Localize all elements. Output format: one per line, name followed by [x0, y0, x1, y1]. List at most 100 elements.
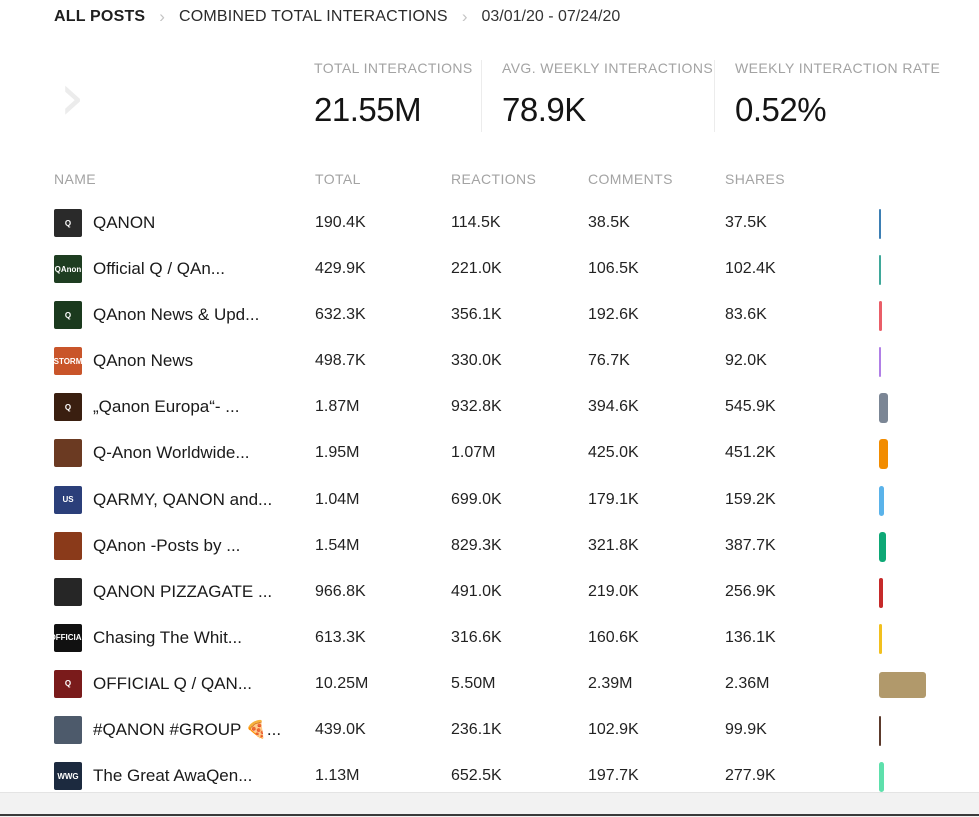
- page-name-link[interactable]: QAnon News: [93, 351, 194, 371]
- page-name-link[interactable]: QAnon News & Upd...: [93, 305, 260, 325]
- interaction-bar: [879, 255, 881, 286]
- column-header-shares[interactable]: SHARES: [725, 171, 785, 187]
- cell-total: 429.9K: [315, 260, 366, 278]
- cell-total: 1.54M: [315, 536, 360, 554]
- cell-total: 966.8K: [315, 582, 366, 600]
- breadcrumb-current[interactable]: COMBINED TOTAL INTERACTIONS: [178, 8, 448, 25]
- table-row[interactable]: Q QAnon News & Upd... 632.3K 356.1K 192.6K 83…: [0, 293, 979, 339]
- table-row[interactable]: Q QANON 190.4K 114.5K 38.5K 37.5K: [0, 201, 979, 247]
- cell-shares: 277.9K: [725, 767, 776, 785]
- cell-comments: 102.9K: [588, 721, 639, 739]
- table-row[interactable]: Q „Qanon Europa“- ... 1.87M 932.8K 394.6K 545…: [0, 385, 979, 431]
- cell-reactions: 491.0K: [451, 582, 502, 600]
- table-row[interactable]: OFFICIAL Chasing The Whit... 613.3K 316.6K 1…: [0, 616, 979, 662]
- page-name-link[interactable]: „Qanon Europa“- ...: [93, 397, 240, 417]
- interaction-bar: [879, 209, 881, 239]
- cell-shares: 387.7K: [725, 536, 776, 554]
- page-avatar: Q: [54, 209, 82, 237]
- cell-comments: 160.6K: [588, 628, 639, 646]
- page-name-link[interactable]: Chasing The Whit...: [93, 627, 242, 647]
- cell-comments: 219.0K: [588, 582, 639, 600]
- metric-value: 21.55M: [314, 91, 422, 128]
- divider: [481, 60, 482, 132]
- table-row[interactable]: QAnon -Posts by ... 1.54M 829.3K 321.8K 387.…: [0, 524, 979, 570]
- cell-comments: 321.8K: [588, 536, 639, 554]
- page-avatar: US: [54, 485, 82, 514]
- page-avatar: OFFICIAL: [54, 623, 82, 652]
- page-avatar: [54, 531, 82, 560]
- page-avatar: [54, 439, 82, 468]
- cell-shares: 545.9K: [725, 398, 776, 416]
- table-row[interactable]: QAnon Official Q / QAn... 429.9K 221.0K 106.…: [0, 247, 979, 293]
- interaction-bar: [879, 531, 886, 562]
- cell-shares: 451.2K: [725, 444, 776, 462]
- chevron-right-icon: ›: [461, 7, 468, 26]
- cell-total: 1.87M: [315, 398, 360, 416]
- cell-comments: 76.7K: [588, 352, 630, 370]
- cell-comments: 106.5K: [588, 260, 639, 278]
- cell-total: 1.95M: [315, 444, 360, 462]
- chevron-right-icon: ›: [159, 7, 165, 26]
- cell-reactions: 932.8K: [451, 398, 502, 416]
- cell-reactions: 221.0K: [451, 260, 502, 278]
- metric-label: TOTAL INTERACTIONS: [314, 60, 473, 76]
- page-name-link[interactable]: QANON: [93, 213, 156, 232]
- table-row[interactable]: STORM QAnon News 498.7K 330.0K 76.7K 92.0K: [0, 339, 979, 385]
- cell-total: 498.7K: [315, 352, 366, 370]
- cell-reactions: 699.0K: [451, 490, 502, 508]
- cell-shares: 2.36M: [725, 674, 770, 692]
- breadcrumb-all-posts[interactable]: ALL POSTS: [54, 8, 146, 25]
- interaction-bar: [879, 439, 888, 470]
- cell-reactions: 829.3K: [451, 536, 502, 554]
- page-avatar: [54, 716, 82, 745]
- page-name-link[interactable]: The Great AwaQen...: [93, 766, 253, 786]
- metric-avg-weekly-interactions: AVG. WEEKLY INTERACTIONS 78.9K: [502, 60, 713, 129]
- page-name-link[interactable]: Q-Anon Worldwide...: [93, 443, 250, 463]
- metric-label: WEEKLY INTERACTION RATE: [735, 60, 941, 76]
- cell-comments: 394.6K: [588, 398, 639, 416]
- column-header-reactions[interactable]: REACTIONS: [451, 171, 537, 187]
- interactions-table: Q QANON 190.4K 114.5K 38.5K 37.5K QAnon Officia…: [0, 201, 979, 800]
- interaction-bar: [879, 393, 888, 424]
- page-name-link[interactable]: QAnon -Posts by ...: [93, 535, 241, 555]
- cell-shares: 159.2K: [725, 490, 776, 508]
- interaction-bar: [879, 301, 882, 332]
- cell-shares: 92.0K: [725, 352, 767, 370]
- page-avatar: QAnon: [54, 255, 82, 284]
- column-header-comments[interactable]: COMMENTS: [588, 171, 673, 187]
- page-name-link[interactable]: QARMY, QANON and...: [93, 489, 273, 509]
- cell-reactions: 5.50M: [451, 674, 496, 692]
- cell-reactions: 316.6K: [451, 628, 502, 646]
- page-name-link[interactable]: QANON PIZZAGATE ...: [93, 581, 273, 601]
- cell-comments: 38.5K: [588, 214, 630, 231]
- column-header-total[interactable]: TOTAL: [315, 171, 361, 187]
- page-name-link[interactable]: OFFICIAL Q / QAN...: [93, 673, 253, 693]
- table-row[interactable]: #QANON #GROUP 🍕... 439.0K 236.1K 102.9K 99.9…: [0, 708, 979, 754]
- table-row[interactable]: Q OFFICIAL Q / QAN... 10.25M 5.50M 2.39M 2.36…: [0, 662, 979, 708]
- table-row[interactable]: QANON PIZZAGATE ... 966.8K 491.0K 219.0K 256…: [0, 570, 979, 616]
- cell-total: 632.3K: [315, 306, 366, 324]
- table-row[interactable]: US QARMY, QANON and... 1.04M 699.0K 179.1K 15…: [0, 478, 979, 524]
- table-row[interactable]: WWG The Great AwaQen... 1.13M 652.5K 197.7K 2…: [0, 754, 979, 800]
- page-name-link[interactable]: #QANON #GROUP 🍕...: [93, 720, 282, 740]
- chevron-right-icon[interactable]: ›: [59, 61, 85, 135]
- interaction-bar: [879, 623, 882, 654]
- page-avatar: WWG: [54, 762, 82, 791]
- cell-comments: 179.1K: [588, 490, 639, 508]
- divider: [714, 60, 715, 132]
- breadcrumb: ALL POSTS › COMBINED TOTAL INTERACTIONS …: [54, 6, 620, 28]
- cell-comments: 2.39M: [588, 674, 633, 692]
- page-avatar: Q: [54, 393, 82, 422]
- page-avatar: Q: [54, 669, 82, 698]
- cell-shares: 102.4K: [725, 260, 776, 278]
- table-row[interactable]: Q-Anon Worldwide... 1.95M 1.07M 425.0K 451.2…: [0, 431, 979, 477]
- interaction-bar: [879, 347, 881, 378]
- column-header-name[interactable]: NAME: [54, 171, 97, 187]
- page-avatar: Q: [54, 301, 82, 330]
- cell-comments: 192.6K: [588, 306, 639, 324]
- cell-comments: 197.7K: [588, 767, 639, 785]
- horizontal-scrollbar[interactable]: [0, 792, 979, 817]
- cell-total: 1.04M: [315, 490, 360, 508]
- page-name-link[interactable]: Official Q / QAn...: [93, 259, 225, 279]
- page-avatar: STORM: [54, 347, 82, 376]
